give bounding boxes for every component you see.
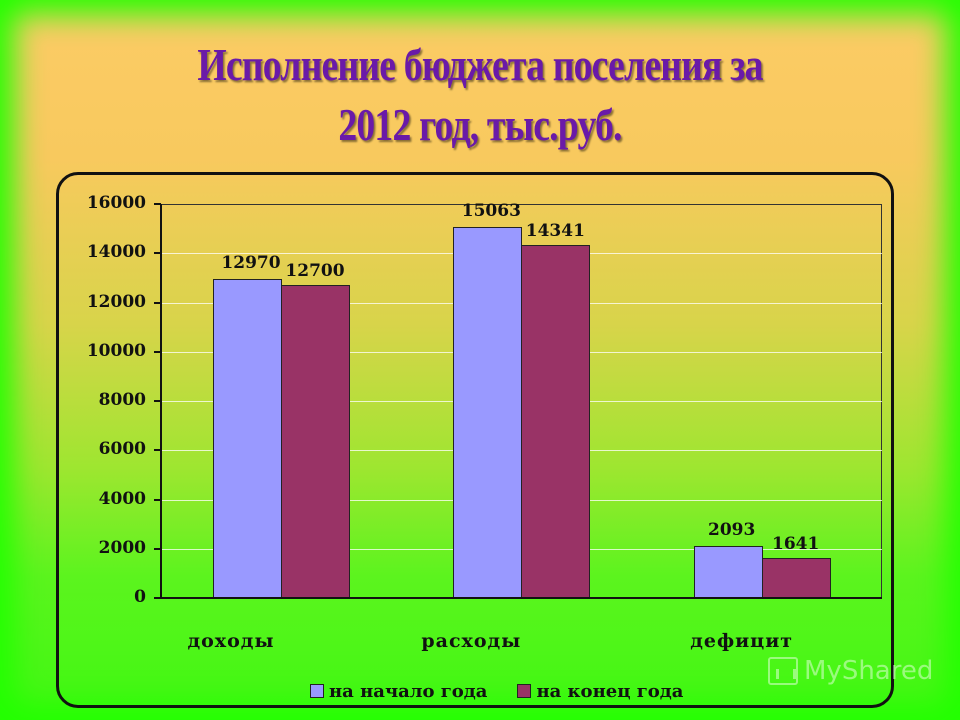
legend-swatch-start — [310, 684, 324, 698]
bar-расходы-end — [521, 244, 591, 598]
y-tick — [154, 350, 161, 353]
chart-title-line2: 2012 год, тыс.руб. — [338, 99, 622, 150]
data-label: 1641 — [771, 533, 820, 554]
watermark: MyShared — [768, 656, 933, 686]
presentation-icon — [768, 657, 798, 685]
bar-доходы-end — [281, 285, 350, 598]
y-tick — [154, 400, 161, 402]
y-tick — [154, 498, 161, 501]
y-tick-label: 0 — [134, 587, 146, 607]
data-label: 12700 — [285, 261, 345, 282]
watermark-text: MyShared — [804, 656, 934, 686]
legend-swatch-end — [517, 684, 532, 698]
legend-label-end: на конец года — [536, 680, 684, 702]
legend-item-start: на начало года — [310, 681, 487, 702]
x-category-label: расходы — [421, 630, 522, 652]
y-tick-label: 2000 — [98, 537, 146, 558]
y-axis — [160, 204, 162, 599]
y-tick — [154, 547, 161, 550]
y-tick-label: 12000 — [86, 291, 146, 312]
y-tick-label: 10000 — [86, 340, 146, 361]
data-label: 14341 — [525, 220, 585, 241]
y-tick-label: 14000 — [86, 242, 146, 263]
legend-label-start: на начало года — [329, 680, 488, 702]
y-tick — [154, 252, 161, 255]
y-tick-label: 4000 — [98, 488, 146, 509]
bar-расходы-start — [453, 227, 523, 598]
legend: на начало года на конец года — [310, 680, 683, 702]
data-label: 15063 — [461, 201, 521, 222]
y-tick — [154, 301, 161, 304]
bar-дефицит-end — [761, 557, 831, 598]
data-label: 2093 — [707, 520, 756, 541]
y-tick — [154, 597, 161, 599]
data-label: 12970 — [221, 252, 281, 273]
chart-frame — [56, 172, 894, 708]
y-tick — [154, 203, 161, 205]
y-tick-label: 16000 — [86, 193, 146, 213]
y-tick-label: 8000 — [98, 390, 146, 410]
y-tick — [154, 449, 161, 452]
chart-title-line1: Исполнение бюджета поселения за — [197, 39, 763, 90]
bar-доходы-start — [213, 278, 282, 598]
x-axis — [155, 597, 882, 599]
y-tick-label: 6000 — [98, 439, 146, 460]
bar-дефицит-start — [693, 546, 763, 598]
x-category-label: доходы — [187, 630, 275, 652]
legend-item-end: на конец года — [517, 681, 683, 702]
x-category-label: дефицит — [690, 630, 794, 652]
